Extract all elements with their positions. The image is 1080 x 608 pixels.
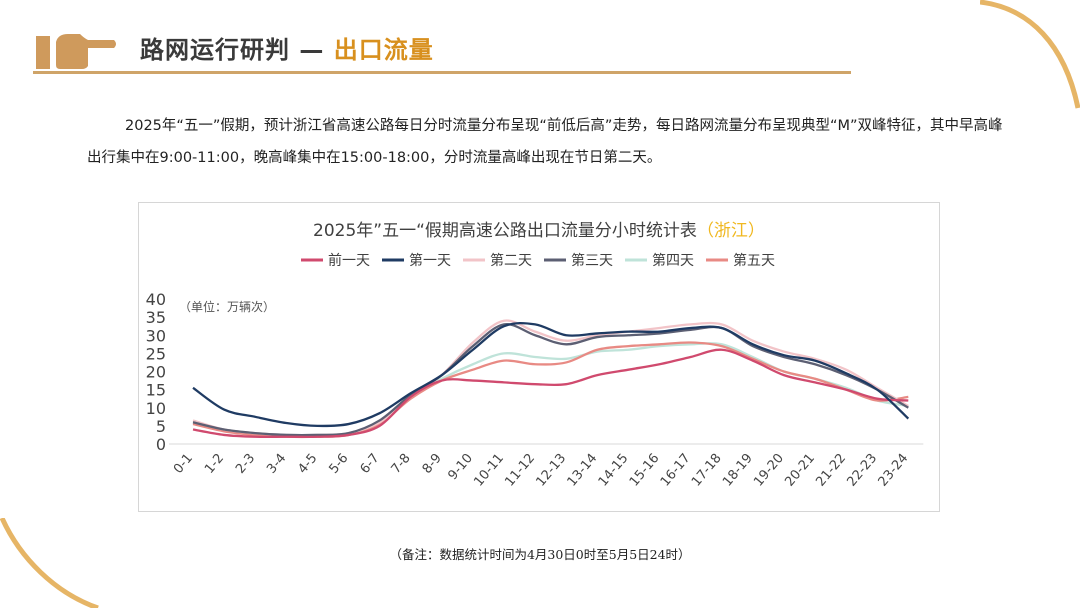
x-tick-label: 3-4 <box>264 451 289 477</box>
legend-item: 第三天 <box>544 252 613 269</box>
series-line-2 <box>192 319 909 437</box>
x-tick-label: 20-21 <box>782 451 818 490</box>
x-tick-label: 12-13 <box>533 451 569 490</box>
summary-paragraph: 2025年“五一”假期，预计浙江省高速公路每日分时流量分布呈现“前低后高”走势，… <box>87 118 1003 166</box>
y-tick-label: 0 <box>156 435 166 454</box>
x-tick-label: 11-12 <box>502 451 538 490</box>
page-title-accent: 出口流量 <box>333 36 434 64</box>
x-tick-label: 0-1 <box>171 451 196 477</box>
x-tick-label: 21-22 <box>813 451 849 490</box>
unit-label: （单位：万辆次） <box>179 299 275 314</box>
x-tick-label: 16-17 <box>658 451 694 490</box>
x-tick-label: 5-6 <box>326 451 351 477</box>
series-line-1 <box>192 321 910 428</box>
page-title: 路网运行研判 — 出口流量 <box>140 30 434 65</box>
legend-item: 第五天 <box>706 252 775 269</box>
y-tick-label: 10 <box>146 399 166 418</box>
y-tick-label: 40 <box>146 290 166 309</box>
legend-label: 前一天 <box>328 252 370 269</box>
y-tick-label: 15 <box>146 381 166 400</box>
x-tick-label: 2-3 <box>233 451 258 477</box>
chart-legend: 前一天 第一天 第二天 第三天 第四天 第五天 <box>301 252 775 269</box>
x-tick-label: 22-23 <box>844 451 880 490</box>
legend-item: 前一天 <box>301 252 370 269</box>
legend-label: 第一天 <box>409 252 451 269</box>
x-tick-label: 1-2 <box>202 451 227 477</box>
header-divider <box>33 71 851 74</box>
y-tick-label: 30 <box>146 326 166 345</box>
x-tick-label: 7-8 <box>389 451 414 477</box>
legend-label: 第五天 <box>733 252 775 269</box>
chart-title: 2025年”五一“假期高速公路出口流量分小时统计表（浙江） <box>313 221 765 241</box>
legend-label: 第三天 <box>571 252 613 269</box>
x-tick-label: 23-24 <box>876 451 912 490</box>
x-tick-label: 18-19 <box>720 451 756 490</box>
y-tick-label: 5 <box>156 417 166 436</box>
x-tick-label: 17-18 <box>689 451 725 490</box>
series-line-0 <box>192 348 909 439</box>
x-tick-label: 19-20 <box>751 451 787 490</box>
corner-decoration-bottom-left <box>0 518 99 608</box>
page-title-main: 路网运行研判 — <box>140 36 334 64</box>
line-chart: 2025年”五一“假期高速公路出口流量分小时统计表（浙江） 前一天 第一天 第二天 第… <box>146 221 924 490</box>
x-tick-label: 15-16 <box>627 451 663 490</box>
pointing-hand-icon <box>36 34 116 69</box>
chart-container: 2025年”五一“假期高速公路出口流量分小时统计表（浙江） 前一天 第一天 第二天 第… <box>138 202 940 512</box>
y-tick-label: 35 <box>146 308 166 327</box>
x-tick-label: 10-11 <box>471 451 507 490</box>
series-line-3 <box>192 323 909 437</box>
footnote: （备注：数据统计时间为4月30日0时至5月5日24时） <box>389 547 691 562</box>
x-tick-label: 4-5 <box>295 451 320 477</box>
legend-label: 第二天 <box>490 252 532 269</box>
corner-decoration-top-right <box>980 0 1080 109</box>
legend-label: 第四天 <box>652 252 694 269</box>
x-tick-label: 8-9 <box>420 451 445 477</box>
x-tick-label: 13-14 <box>565 451 601 490</box>
legend-item: 第四天 <box>625 252 694 269</box>
x-tick-label: 6-7 <box>358 451 383 477</box>
y-tick-label: 20 <box>146 363 166 382</box>
y-tick-label: 25 <box>146 344 166 363</box>
x-tick-label: 14-15 <box>596 451 632 490</box>
legend-item: 第二天 <box>463 252 532 269</box>
legend-item: 第一天 <box>382 252 451 269</box>
